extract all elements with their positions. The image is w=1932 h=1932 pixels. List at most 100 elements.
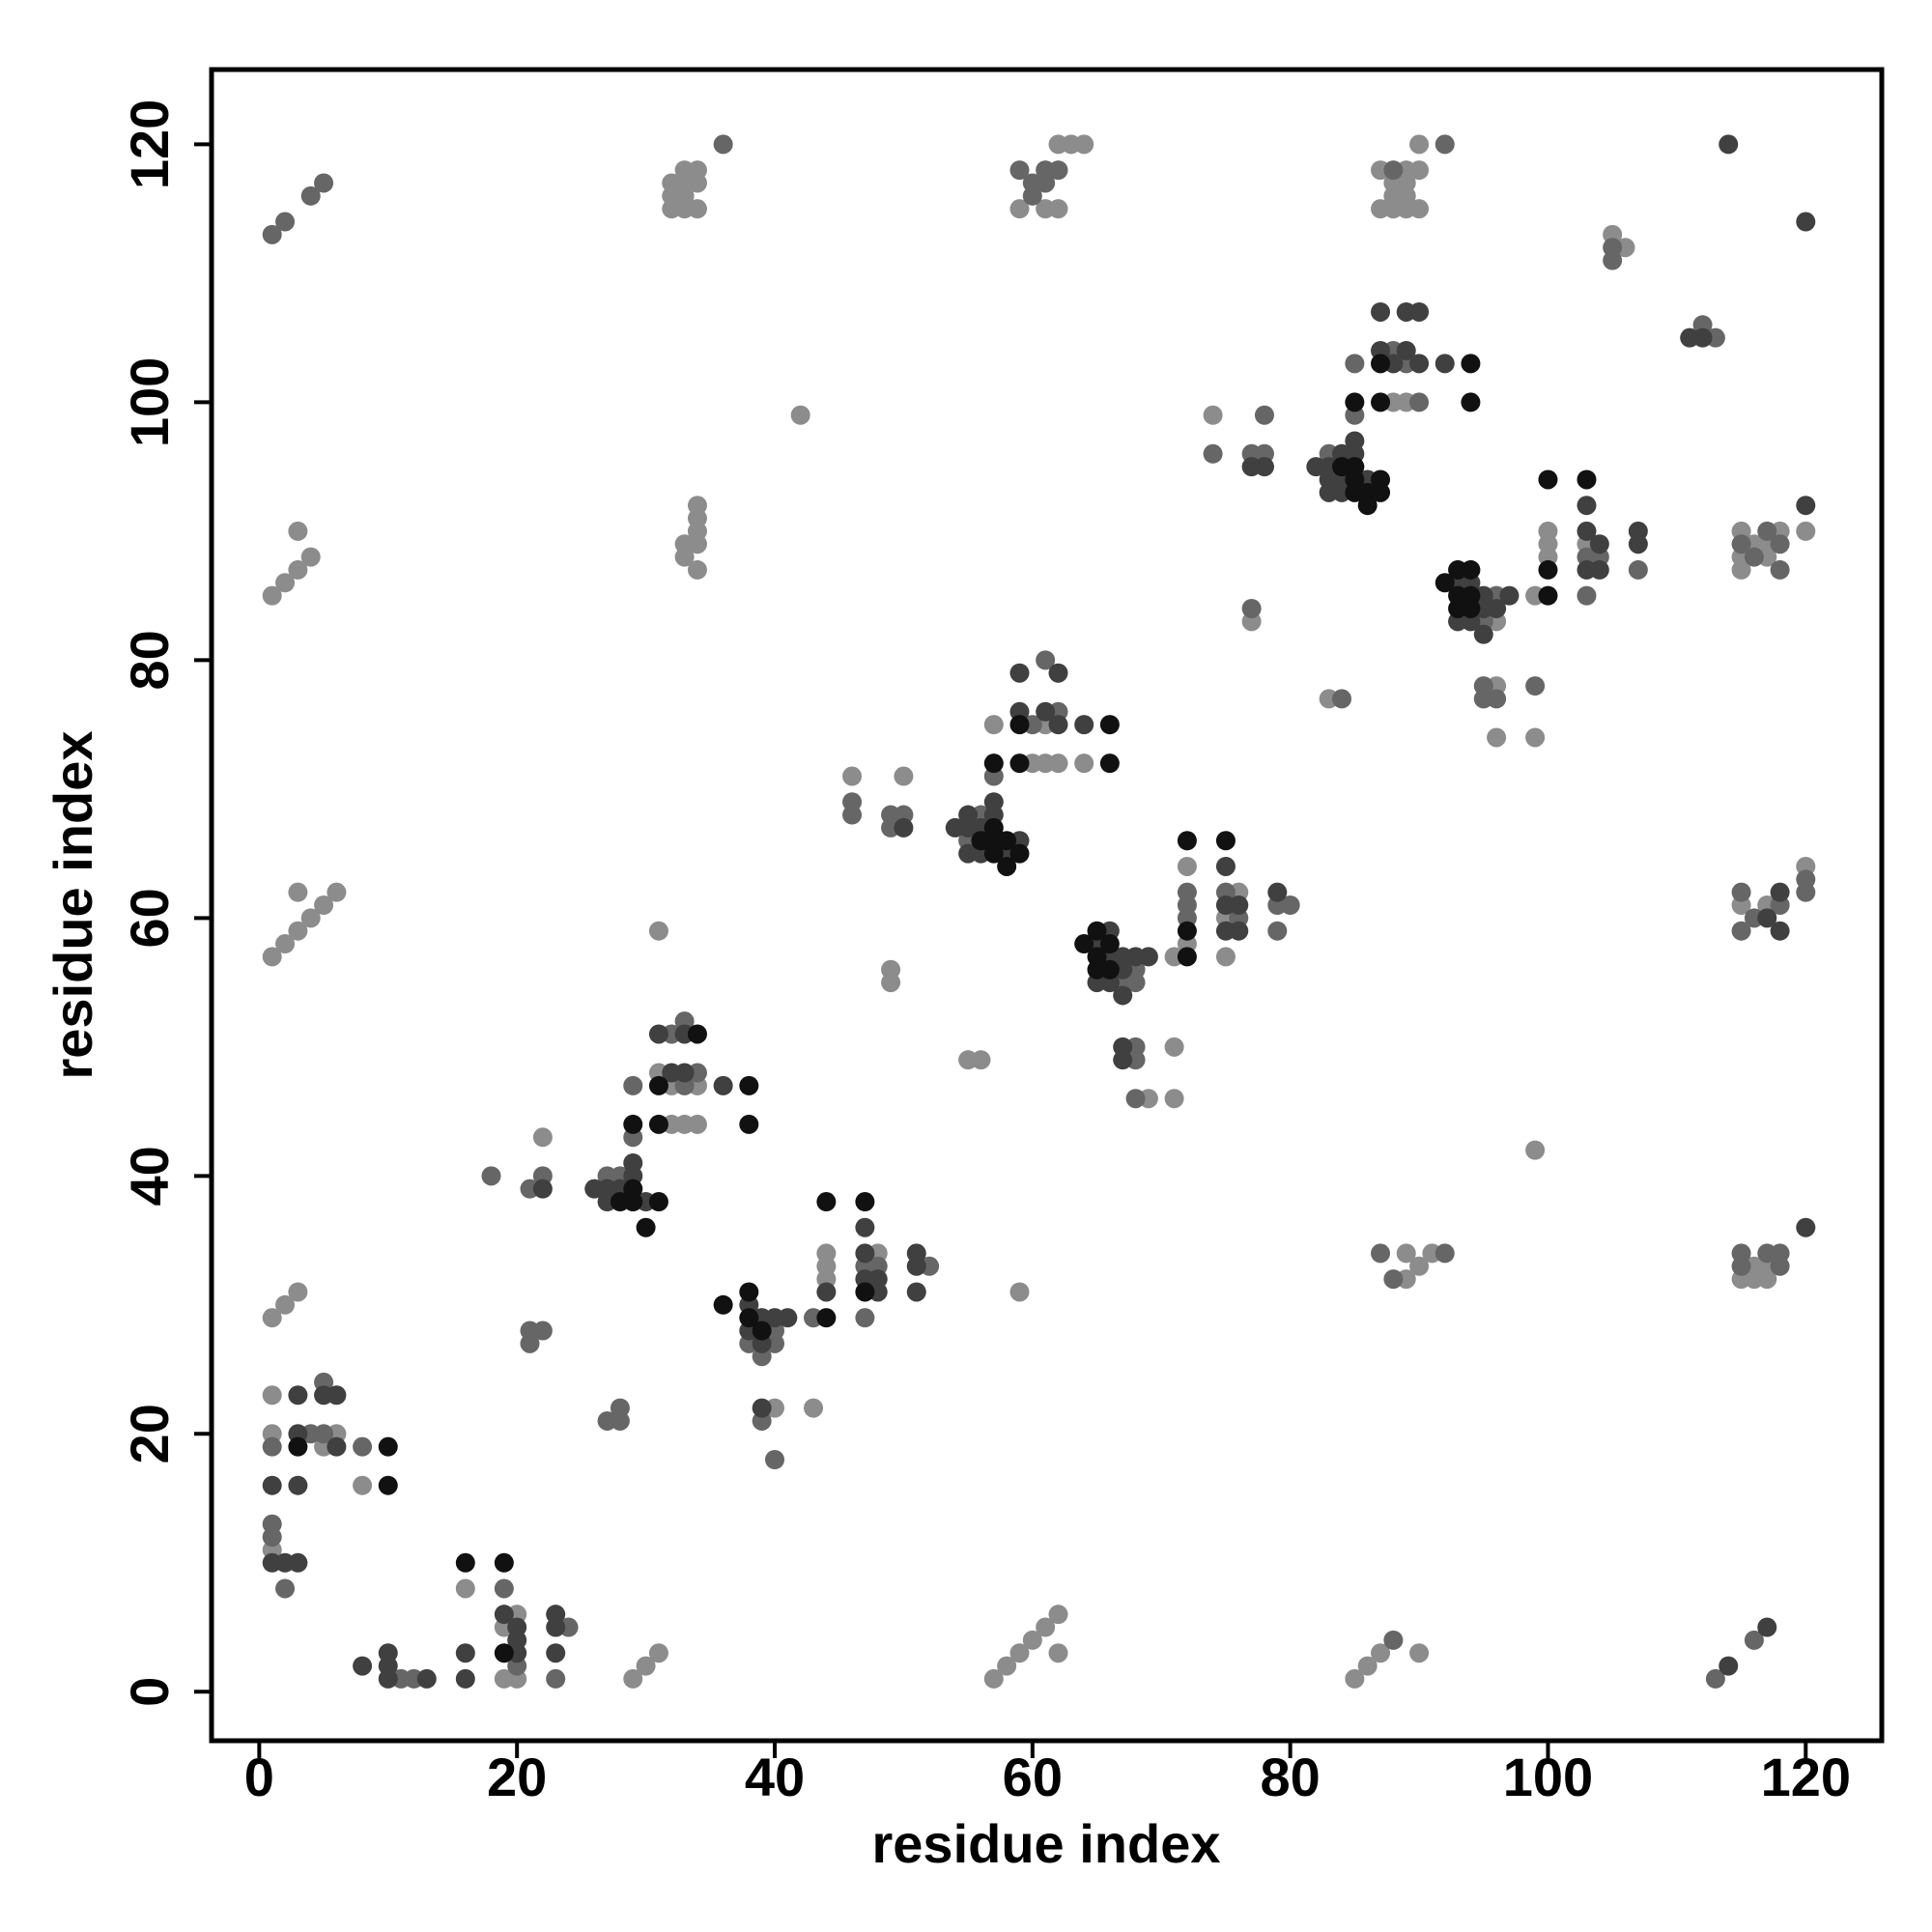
point [1074, 134, 1094, 155]
point [288, 1436, 308, 1457]
point [1229, 895, 1249, 915]
point [1796, 496, 1816, 516]
point [1371, 1243, 1391, 1264]
point [1499, 585, 1520, 606]
point [983, 753, 1004, 774]
point [687, 1114, 707, 1134]
x-tick-label: 0 [244, 1747, 274, 1807]
point [1267, 882, 1288, 902]
point [1589, 559, 1609, 580]
point [275, 573, 296, 593]
x-tick-label: 100 [1503, 1747, 1593, 1807]
point [455, 1578, 475, 1599]
point [1048, 663, 1068, 683]
point [1048, 753, 1068, 774]
point [648, 1643, 668, 1663]
point [1731, 921, 1751, 941]
point [1731, 534, 1751, 554]
point [1487, 727, 1507, 748]
point [1461, 559, 1481, 580]
point [687, 496, 707, 516]
point [455, 1552, 475, 1573]
point [1435, 134, 1455, 155]
point [520, 1333, 540, 1353]
point [262, 1475, 282, 1495]
point [855, 1192, 875, 1212]
y-tick-label: 40 [119, 1146, 180, 1206]
point [739, 1075, 759, 1095]
point [1770, 921, 1790, 941]
point [1009, 663, 1030, 683]
point [713, 134, 733, 155]
point [1770, 882, 1790, 902]
point [1203, 443, 1223, 464]
point [1048, 1643, 1068, 1663]
point [623, 1114, 643, 1134]
point [546, 1643, 566, 1663]
point [687, 199, 707, 219]
point [327, 882, 347, 902]
point [1332, 689, 1352, 709]
point [1177, 856, 1197, 876]
point [1757, 1269, 1777, 1290]
point [894, 817, 914, 838]
point [1125, 973, 1146, 993]
point [1796, 212, 1816, 232]
point [262, 1385, 282, 1406]
point [906, 1282, 926, 1302]
y-tick-label: 80 [119, 630, 180, 690]
point [648, 921, 668, 941]
point [1036, 1617, 1056, 1637]
point [288, 921, 308, 941]
point [752, 1321, 772, 1341]
point [1048, 199, 1068, 219]
point [1357, 496, 1378, 516]
point [648, 1075, 668, 1095]
point [1009, 753, 1030, 774]
point [300, 908, 321, 928]
point [275, 1294, 296, 1315]
point [378, 1475, 398, 1495]
point [288, 559, 308, 580]
point [1628, 559, 1648, 580]
x-axis-label: residue index [871, 1813, 1220, 1874]
point [1036, 701, 1056, 722]
point [1409, 354, 1430, 374]
point [455, 1643, 475, 1663]
point [1164, 1089, 1184, 1109]
point [1371, 392, 1391, 412]
point [997, 831, 1017, 851]
point [1525, 676, 1546, 696]
point [262, 585, 282, 606]
point [1538, 559, 1558, 580]
y-tick-label: 100 [119, 357, 180, 447]
point [1383, 160, 1404, 181]
point [778, 1308, 798, 1328]
point [1731, 882, 1751, 902]
point [275, 212, 296, 232]
point [1757, 908, 1777, 928]
point [1215, 831, 1236, 851]
point [1705, 1668, 1725, 1689]
point [687, 1024, 707, 1044]
point [1744, 1630, 1764, 1650]
point [300, 547, 321, 567]
point [610, 1410, 630, 1431]
point [1138, 947, 1158, 967]
point [262, 224, 282, 244]
point [623, 1668, 643, 1689]
point [288, 521, 308, 541]
point [752, 1398, 772, 1418]
point [1409, 199, 1430, 219]
point [455, 1668, 475, 1689]
point [1074, 715, 1094, 735]
point [378, 1668, 398, 1689]
point [1461, 392, 1481, 412]
point [1254, 457, 1274, 477]
y-tick-label: 120 [119, 99, 180, 189]
point [1435, 354, 1455, 374]
point [1731, 1256, 1751, 1276]
point [494, 1643, 514, 1663]
point [1538, 469, 1558, 490]
point [713, 1294, 733, 1315]
